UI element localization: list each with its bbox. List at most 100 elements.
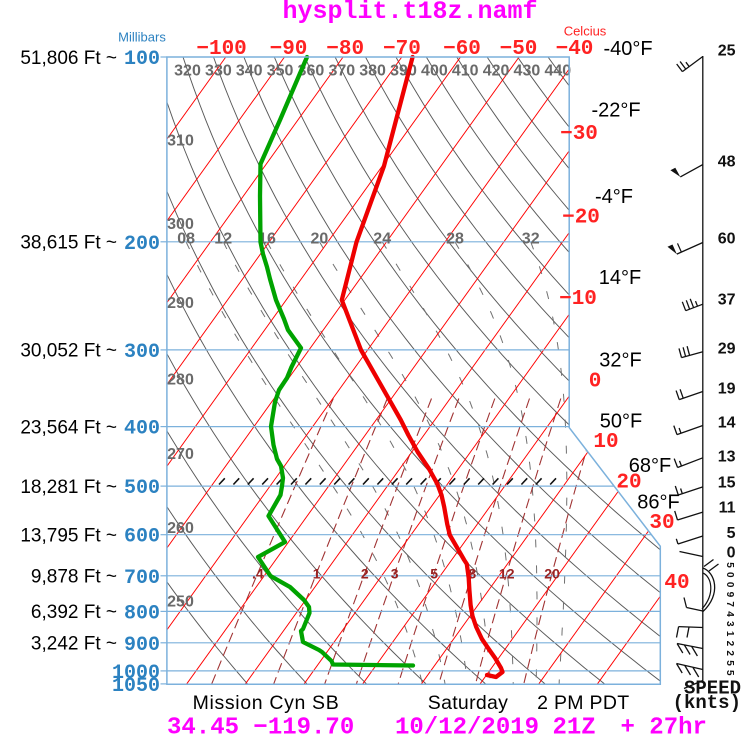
- svg-text:4: 4: [724, 611, 735, 617]
- svg-text:30: 30: [649, 512, 674, 535]
- svg-text:12: 12: [499, 566, 515, 582]
- svg-text:440: 440: [544, 63, 571, 80]
- svg-text:1: 1: [313, 566, 321, 582]
- svg-text:5: 5: [727, 525, 736, 542]
- svg-text:1050: 1050: [112, 675, 160, 698]
- svg-text:430: 430: [514, 63, 541, 80]
- svg-text:7: 7: [724, 601, 735, 607]
- svg-text:3: 3: [724, 621, 735, 627]
- svg-text:15: 15: [718, 475, 736, 492]
- svg-text:250: 250: [167, 594, 194, 611]
- svg-text:2 PM PDT: 2 PM PDT: [537, 692, 629, 714]
- svg-text:800: 800: [124, 602, 160, 625]
- svg-text:380: 380: [359, 63, 386, 80]
- svg-text:-4°F: -4°F: [595, 186, 633, 208]
- svg-text:28: 28: [446, 230, 464, 247]
- svg-text:410: 410: [452, 63, 479, 80]
- svg-text:32°F: 32°F: [599, 350, 641, 372]
- svg-text:0: 0: [724, 572, 735, 578]
- svg-text:10/12/2019: 10/12/2019: [395, 715, 539, 742]
- svg-text:20: 20: [544, 566, 560, 582]
- svg-text:−60: −60: [443, 38, 481, 61]
- svg-text:−30: −30: [560, 123, 598, 146]
- svg-text:5: 5: [724, 562, 735, 568]
- svg-text:.4: .4: [252, 566, 264, 582]
- svg-text:38,615 Ft ~: 38,615 Ft ~: [20, 233, 117, 254]
- svg-text:10: 10: [593, 431, 618, 454]
- svg-text:−90: −90: [270, 38, 308, 61]
- svg-text:08: 08: [177, 230, 195, 247]
- svg-text:-40°F: -40°F: [603, 38, 652, 60]
- svg-text:0: 0: [724, 582, 735, 588]
- svg-text:600: 600: [124, 526, 160, 549]
- svg-text:−50: −50: [500, 38, 538, 61]
- svg-text:Celcius: Celcius: [564, 24, 607, 39]
- svg-text:300: 300: [124, 341, 160, 364]
- svg-text:100: 100: [124, 48, 160, 71]
- svg-text:24: 24: [373, 230, 391, 247]
- svg-text:330: 330: [205, 63, 232, 80]
- svg-text:−80: −80: [326, 38, 364, 61]
- svg-text:51,806 Ft ~: 51,806 Ft ~: [20, 48, 117, 69]
- svg-text:18,281 Ft ~: 18,281 Ft ~: [20, 477, 117, 498]
- svg-text:0: 0: [727, 545, 736, 562]
- svg-text:Millibars: Millibars: [118, 30, 166, 45]
- svg-text:270: 270: [167, 446, 194, 463]
- svg-text:5: 5: [724, 670, 735, 676]
- svg-text:280: 280: [167, 371, 194, 388]
- svg-text:340: 340: [236, 63, 263, 80]
- svg-text:260: 260: [167, 520, 194, 537]
- svg-text:29: 29: [718, 341, 736, 358]
- svg-text:700: 700: [124, 567, 160, 590]
- svg-text:−10: −10: [559, 288, 597, 311]
- svg-text:−20: −20: [562, 206, 600, 229]
- svg-text:hysplit.t18z.namf: hysplit.t18z.namf: [282, 0, 537, 26]
- svg-text:350: 350: [267, 63, 294, 80]
- svg-text:+ 27hr: + 27hr: [621, 715, 707, 742]
- svg-text:12: 12: [214, 230, 232, 247]
- svg-text:320: 320: [174, 63, 201, 80]
- svg-text:34.45 −119.70: 34.45 −119.70: [167, 715, 354, 742]
- svg-text:3: 3: [391, 566, 399, 582]
- svg-text:40: 40: [664, 572, 689, 595]
- svg-text:60: 60: [718, 231, 736, 248]
- svg-text:420: 420: [483, 63, 510, 80]
- svg-text:−40: −40: [556, 38, 594, 61]
- svg-text:9: 9: [724, 592, 735, 598]
- svg-text:6,392 Ft ~: 6,392 Ft ~: [31, 602, 117, 623]
- svg-text:86°F: 86°F: [637, 492, 679, 514]
- svg-text:400: 400: [124, 418, 160, 441]
- svg-text:500: 500: [124, 477, 160, 500]
- svg-text:3,242 Ft ~: 3,242 Ft ~: [31, 634, 117, 655]
- svg-text:19: 19: [718, 381, 736, 398]
- svg-text:2: 2: [361, 566, 369, 582]
- svg-text:21Z: 21Z: [553, 715, 596, 742]
- svg-text:50°F: 50°F: [600, 411, 642, 433]
- svg-text:11: 11: [719, 500, 736, 517]
- svg-text:390: 390: [390, 63, 417, 80]
- svg-text:37: 37: [718, 292, 736, 309]
- svg-text:200: 200: [124, 233, 160, 256]
- svg-text:1: 1: [724, 631, 735, 637]
- svg-text:2: 2: [724, 641, 735, 647]
- svg-text:290: 290: [167, 295, 194, 312]
- svg-text:23,564 Ft ~: 23,564 Ft ~: [20, 417, 117, 438]
- svg-text:370: 370: [328, 63, 355, 80]
- svg-text:68°F: 68°F: [629, 455, 671, 477]
- svg-text:-22°F: -22°F: [591, 100, 640, 122]
- svg-text:−70: −70: [383, 38, 421, 61]
- svg-text:14°F: 14°F: [599, 267, 641, 289]
- svg-text:900: 900: [124, 634, 160, 657]
- svg-text:9,878 Ft ~: 9,878 Ft ~: [31, 567, 117, 588]
- svg-text:5: 5: [724, 660, 735, 666]
- svg-text:13: 13: [718, 449, 736, 466]
- svg-text:2: 2: [724, 650, 735, 656]
- svg-text:Saturday: Saturday: [428, 692, 508, 714]
- svg-text:48: 48: [718, 154, 736, 171]
- svg-text:20: 20: [311, 230, 329, 247]
- svg-text:30,052 Ft ~: 30,052 Ft ~: [20, 341, 117, 362]
- svg-text:13,795 Ft ~: 13,795 Ft ~: [20, 526, 117, 547]
- svg-text:25: 25: [718, 43, 736, 60]
- svg-text:Mission Cyn SB: Mission Cyn SB: [193, 692, 340, 714]
- svg-text:5: 5: [430, 566, 438, 582]
